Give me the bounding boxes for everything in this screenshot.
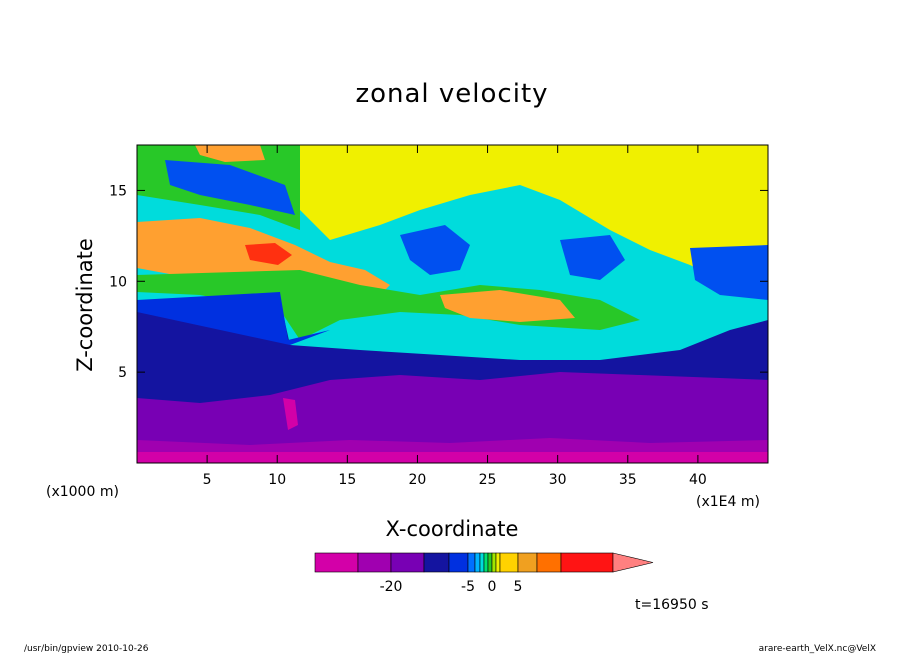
contour-yellow-upper bbox=[300, 145, 768, 300]
colorbar bbox=[314, 552, 654, 573]
x-tick-label: 20 bbox=[409, 472, 427, 488]
y-axis-ticks: 5 10 15 bbox=[109, 183, 768, 381]
time-label: t=16950 s bbox=[635, 597, 709, 613]
colorbar-swatch bbox=[314, 552, 359, 573]
contour-purple bbox=[137, 372, 768, 463]
colorbar-tick-label: 5 bbox=[514, 579, 523, 595]
contour-red-core bbox=[245, 243, 292, 265]
plot-area bbox=[137, 145, 768, 463]
footer-right: arare-earth_VelX.nc@VelX bbox=[759, 644, 876, 654]
colorbar-tick-label: -5 bbox=[461, 579, 475, 595]
y-tick-label: 15 bbox=[109, 183, 127, 199]
x-tick-label: 30 bbox=[549, 472, 567, 488]
plot-frame bbox=[136, 144, 769, 464]
colorbar-swatch bbox=[390, 552, 425, 573]
x-tick-label: 10 bbox=[268, 472, 286, 488]
colorbar-tick-label: 0 bbox=[488, 579, 497, 595]
y-axis-label: Z-coordinate bbox=[73, 238, 97, 372]
contour-blue-lower bbox=[137, 292, 330, 345]
x-tick-label: 35 bbox=[619, 472, 637, 488]
contour-orange-top bbox=[195, 145, 265, 162]
colorbar-tick-label: -20 bbox=[380, 579, 403, 595]
y-scale-note: (x1000 m) bbox=[46, 484, 119, 500]
colorbar-swatch bbox=[474, 552, 481, 573]
x-tick-label: 25 bbox=[479, 472, 497, 488]
contour-magenta bbox=[137, 452, 768, 463]
colorbar-swatch bbox=[487, 552, 493, 573]
colorbar-swatch bbox=[536, 552, 562, 573]
chart-title: zonal velocity bbox=[355, 79, 548, 109]
colorbar-swatch bbox=[491, 552, 497, 573]
colorbar-labels: -20 -5 0 5 bbox=[380, 579, 523, 595]
x-tick-label: 15 bbox=[338, 472, 356, 488]
colorbar-swatch bbox=[357, 552, 392, 573]
colorbar-swatch bbox=[495, 552, 501, 573]
colorbar-extend-arrow bbox=[612, 552, 654, 573]
contour-blue-upper-left bbox=[165, 160, 295, 215]
x-axis-ticks: 5 10 15 20 25 30 35 40 bbox=[203, 145, 707, 488]
x-scale-note: (x1E4 m) bbox=[696, 494, 760, 510]
colorbar-swatch bbox=[467, 552, 476, 573]
colorbar-swatch bbox=[479, 552, 485, 573]
x-tick-label: 40 bbox=[689, 472, 707, 488]
contour-blue-mid-2 bbox=[560, 235, 625, 280]
y-tick-label: 5 bbox=[118, 365, 127, 381]
x-tick-label: 5 bbox=[203, 472, 212, 488]
contour-magenta-core bbox=[283, 398, 298, 430]
contour-orange-mid bbox=[440, 290, 575, 322]
colorbar-swatch bbox=[423, 552, 450, 573]
colorbar-swatch bbox=[448, 552, 469, 573]
contour-blue-right bbox=[690, 245, 768, 300]
colorbar-swatch bbox=[499, 552, 519, 573]
colorbar-swatch bbox=[560, 552, 614, 573]
contour-blue-mid-1 bbox=[400, 225, 470, 275]
colorbar-swatch bbox=[483, 552, 489, 573]
colorbar-swatch bbox=[517, 552, 538, 573]
y-tick-label: 10 bbox=[109, 274, 127, 290]
x-axis-label: X-coordinate bbox=[386, 517, 519, 541]
contour-green-band bbox=[137, 270, 640, 340]
footer-left: /usr/bin/gpview 2010-10-26 bbox=[24, 644, 149, 654]
